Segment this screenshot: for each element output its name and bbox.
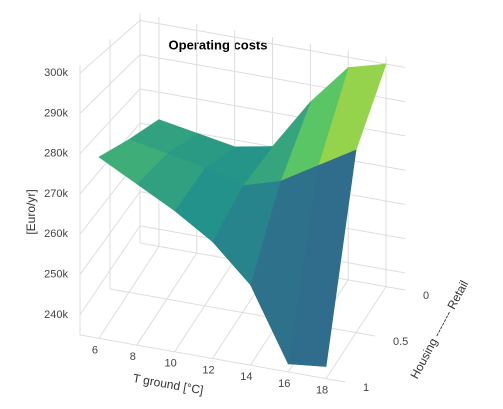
y-tick-label: 0.5 — [393, 336, 408, 348]
z-tick-label: 300k — [44, 67, 68, 79]
z-axis-title: [Euro/yr] — [24, 189, 38, 234]
surface-cell — [98, 139, 168, 185]
wall-grid-line — [79, 225, 141, 316]
wall-grid-line — [139, 19, 406, 68]
wall-grid-line — [79, 19, 141, 74]
x-tick-label: 6 — [92, 344, 98, 356]
z-tick-label: 260k — [44, 228, 68, 240]
z-tick-label: 240k — [44, 309, 68, 321]
z-tick-label: 280k — [44, 148, 68, 160]
y-tick-label: 0 — [423, 290, 429, 302]
wall-grid-line — [79, 191, 141, 275]
z-tick-label: 270k — [44, 188, 68, 200]
z-tick-label: 250k — [44, 268, 68, 280]
x-axis-title: T ground [°C] — [132, 371, 205, 397]
x-tick-label: 18 — [316, 385, 328, 397]
wall-grid-line — [79, 54, 141, 114]
y-axis-title: Housing ------- Retail — [407, 278, 471, 381]
y-tick-label: 1 — [363, 382, 369, 394]
chart-title: Operating costs — [169, 37, 268, 52]
x-tick-label: 10 — [165, 358, 177, 370]
z-tick-label: 290k — [44, 107, 68, 119]
wall-grid-line — [79, 88, 141, 154]
x-tick-label: 16 — [278, 378, 290, 390]
x-tick-label: 8 — [130, 351, 136, 363]
x-tick-label: 12 — [202, 364, 214, 376]
x-tick-label: 14 — [240, 371, 252, 383]
floor-grid-line — [79, 334, 346, 383]
